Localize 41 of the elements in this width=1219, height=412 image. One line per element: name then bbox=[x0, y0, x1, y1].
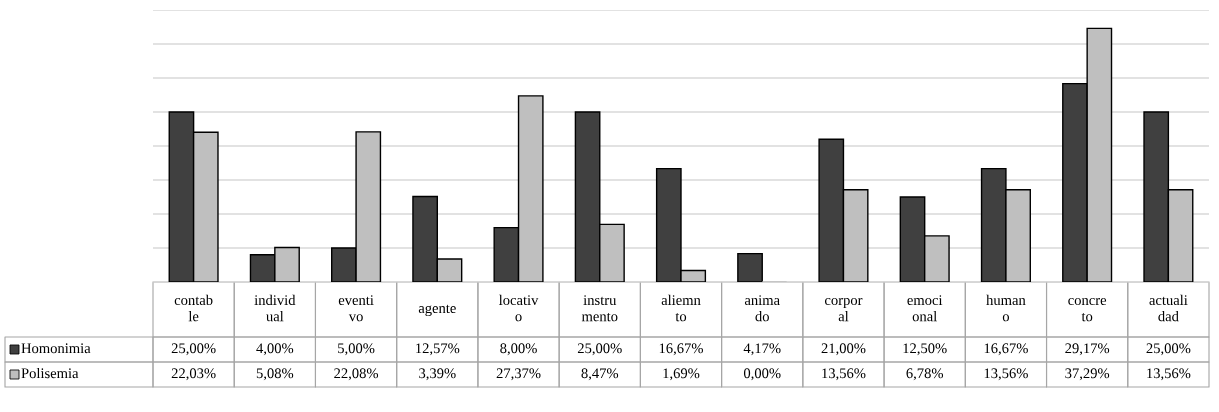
data-label: 13,56% bbox=[1147, 368, 1191, 381]
data-label: 22,03% bbox=[171, 368, 216, 381]
x-tick-label: individ ual bbox=[254, 294, 296, 322]
data-label: 13,56% bbox=[984, 368, 1028, 381]
data-label: 8,47% bbox=[581, 368, 619, 381]
data-label: 4,00% bbox=[256, 343, 294, 356]
x-tick-label: corpor al bbox=[824, 298, 863, 322]
x-tick-label: aliemn to bbox=[661, 294, 701, 322]
data-label: 5,08% bbox=[256, 368, 294, 381]
data-label: 4,17% bbox=[743, 343, 781, 356]
data-label: 25,00% bbox=[1146, 343, 1191, 356]
data-label: 16,67% bbox=[659, 343, 703, 356]
data-label: 0,00% bbox=[743, 368, 781, 381]
data-label: 16,67% bbox=[984, 343, 1028, 356]
data-label: 8,00% bbox=[500, 343, 537, 356]
data-label: 29,17% bbox=[1065, 343, 1110, 356]
data-label: 25,00% bbox=[577, 343, 622, 356]
x-tick-label: locativ o bbox=[498, 294, 539, 322]
data-label: 6,78% bbox=[906, 368, 944, 381]
data-label: 22,08% bbox=[334, 368, 379, 381]
data-label: 37,29% bbox=[1065, 368, 1110, 381]
x-tick-label: actuali dad bbox=[1149, 294, 1188, 322]
data-label: 5,00% bbox=[338, 343, 375, 356]
x-tick-label: contab le bbox=[174, 294, 213, 322]
legend-label: Homonimia bbox=[21, 343, 91, 354]
data-label: 12,57% bbox=[416, 343, 460, 356]
data-label: 3,39% bbox=[419, 368, 456, 381]
data-label: 12,50% bbox=[903, 343, 947, 356]
data-label: 13,56% bbox=[822, 368, 866, 381]
data-label: 27,37% bbox=[496, 368, 541, 381]
x-tick-label: emoci onal bbox=[907, 295, 943, 322]
x-tick-label: eventi vo bbox=[338, 295, 374, 322]
data-label: 21,00% bbox=[821, 343, 866, 356]
x-tick-label: concre to bbox=[1068, 298, 1107, 322]
x-tick-label: instru mento bbox=[581, 295, 618, 322]
data-label: 1,69% bbox=[663, 368, 700, 381]
x-tick-label: human o bbox=[986, 294, 1026, 322]
x-tick-label: agente bbox=[418, 304, 456, 317]
x-tick-label: anima do bbox=[744, 295, 780, 322]
legend-label: Polisemia bbox=[21, 367, 79, 379]
data-label: 25,00% bbox=[171, 343, 216, 356]
